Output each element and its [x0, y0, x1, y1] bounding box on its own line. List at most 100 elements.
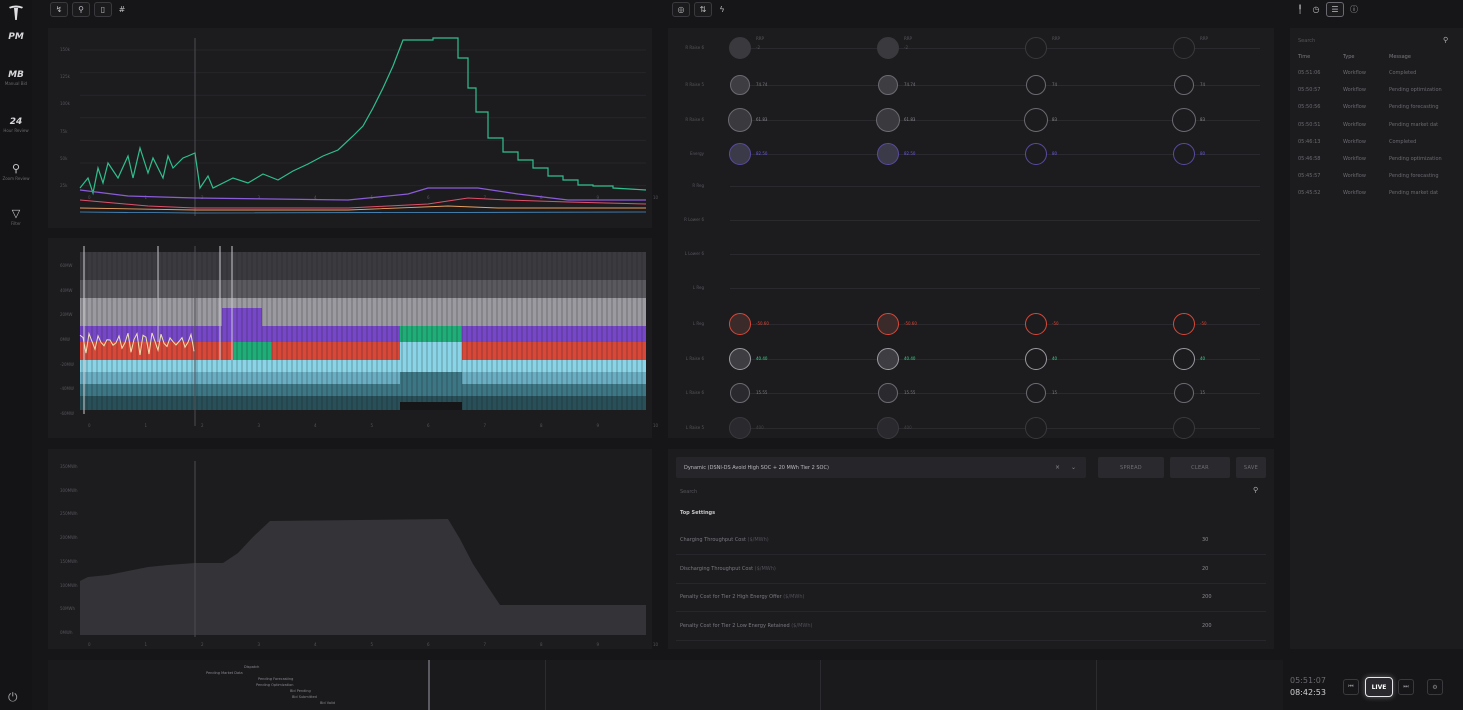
hash-label[interactable]: #	[118, 4, 126, 14]
save-button[interactable]: SAVE	[1236, 457, 1266, 478]
rail-item-hour-review[interactable]: 24 Hour Review	[0, 117, 32, 133]
event-time[interactable]: 05:46:13	[1298, 138, 1321, 145]
chart-tool-pin-button[interactable]: ⚲	[72, 1, 90, 17]
market-dot[interactable]	[1174, 383, 1194, 403]
event-type[interactable]: Workflow	[1343, 104, 1366, 111]
grid-tool-bolt-button[interactable]: ϟ	[716, 5, 728, 14]
timeline-event-label[interactable]: Pending Market Data	[206, 671, 243, 675]
market-dot[interactable]	[1173, 143, 1195, 165]
events-tool-clock-button[interactable]: ◷	[1310, 5, 1322, 14]
clear-button[interactable]: CLEAR	[1170, 457, 1230, 478]
event-time[interactable]: 05:45:57	[1298, 173, 1321, 180]
dispatch-band-green[interactable]	[400, 326, 462, 342]
dispatch-band-cyan[interactable]	[400, 342, 462, 372]
timeline-event-label[interactable]: Bid Pending	[290, 689, 311, 693]
market-dot[interactable]	[1025, 417, 1047, 439]
events-header-message[interactable]: Message	[1389, 54, 1411, 60]
series-line-orange[interactable]	[79, 205, 646, 211]
dispatch-band-teal[interactable]	[400, 372, 462, 386]
dispatch-band-green[interactable]	[234, 342, 272, 360]
timeline-event-label[interactable]: Pending Optimization	[256, 683, 294, 687]
market-dot[interactable]	[877, 348, 899, 370]
event-type[interactable]: Workflow	[1343, 190, 1366, 197]
market-dot[interactable]	[1025, 143, 1047, 165]
market-dot[interactable]	[1172, 108, 1196, 132]
event-time[interactable]: 05:45:52	[1298, 190, 1321, 197]
market-dot[interactable]	[1025, 37, 1047, 59]
series-line-purple[interactable]	[79, 187, 646, 201]
market-dot[interactable]	[1173, 313, 1195, 335]
grid-tool-sort-button[interactable]: ⇅	[694, 1, 712, 17]
event-type[interactable]: Workflow	[1343, 173, 1366, 180]
market-dot[interactable]	[877, 37, 899, 59]
dispatch-band[interactable]	[80, 360, 646, 372]
dispatch-band[interactable]	[80, 384, 646, 396]
timeline-event-label[interactable]: Pending Forecasting	[258, 677, 294, 681]
event-time[interactable]: 05:51:06	[1298, 70, 1321, 76]
dispatch-band[interactable]	[80, 396, 646, 410]
events-tool-flag-button[interactable]: ╿	[1294, 5, 1306, 14]
search-icon[interactable]: ⚲	[1443, 36, 1449, 44]
dispatch-chart-panel[interactable]: 60MW 40MW 20MW 0MW -20MW -40MW -60MW 0 1 2 3 4 5 6 7 8 9…	[48, 238, 658, 438]
market-dot[interactable]	[729, 348, 751, 370]
event-message[interactable]: Pending optimization	[1389, 87, 1442, 94]
grid-column-header[interactable]: RRP	[1200, 36, 1208, 41]
events-header-type[interactable]: Type	[1343, 54, 1355, 60]
grid-column-header[interactable]: RRP	[904, 36, 912, 41]
live-button[interactable]: LIVE	[1365, 677, 1393, 697]
market-dot[interactable]	[1173, 348, 1195, 370]
setting-row[interactable]: Discharging Throughput Cost ($/MWh) 20	[676, 556, 1266, 584]
market-dot[interactable]	[1024, 108, 1048, 132]
dispatch-band[interactable]	[80, 342, 646, 360]
events-tool-info-button[interactable]: ⓘ	[1348, 4, 1360, 15]
market-dot[interactable]	[877, 417, 899, 439]
rail-item-filter[interactable]: ▽ Filter	[0, 207, 32, 226]
brand-logo-icon[interactable]	[7, 4, 25, 22]
search-icon[interactable]: ⚲	[1253, 486, 1259, 494]
grid-column-header[interactable]: RRP	[756, 36, 764, 41]
market-dot[interactable]	[1025, 313, 1047, 335]
market-dot[interactable]	[1174, 75, 1194, 95]
market-dot[interactable]	[1173, 37, 1195, 59]
event-message[interactable]: Pending forecasting	[1389, 173, 1439, 180]
clear-x-icon[interactable]: ×	[1054, 464, 1060, 471]
setting-value-input[interactable]: 200	[1202, 594, 1212, 600]
rail-item-manual-bid[interactable]: MB Manual Bid	[0, 70, 32, 86]
timeline-event-label[interactable]: Dispatch	[244, 665, 260, 669]
event-type[interactable]: Workflow	[1343, 70, 1366, 76]
market-dot[interactable]	[1026, 75, 1046, 95]
market-dot[interactable]	[730, 383, 750, 403]
event-message[interactable]: Pending optimization	[1389, 156, 1442, 162]
event-message[interactable]: Pending market dat	[1389, 190, 1439, 197]
series-line-pink[interactable]	[79, 197, 647, 209]
chevron-down-icon[interactable]: ⌄	[1070, 464, 1076, 471]
setting-row[interactable]: Penalty Cost for Tier 2 High Energy Offe…	[676, 584, 1266, 612]
price-chart-panel[interactable]: 150k 125k 100k 75k 50k 25k 0 1 2 3 4 5 6 7 8 9 10	[48, 28, 658, 228]
playback-settings-button[interactable]: ⚙	[1427, 679, 1443, 695]
event-type[interactable]: Workflow	[1343, 87, 1366, 94]
event-message[interactable]: Pending forecasting	[1389, 104, 1439, 111]
price-overlay-line[interactable]	[79, 331, 195, 355]
market-dot[interactable]	[729, 143, 751, 165]
event-time[interactable]: 05:46:58	[1298, 156, 1321, 162]
chart-tool-trend-button[interactable]: ↯	[50, 1, 68, 17]
market-dot[interactable]	[878, 75, 898, 95]
power-icon[interactable]: ⏻	[8, 690, 18, 704]
dispatch-band[interactable]	[80, 280, 646, 298]
market-dot[interactable]	[1026, 383, 1046, 403]
market-dot[interactable]	[1173, 417, 1195, 439]
market-dot[interactable]	[730, 75, 750, 95]
timeline-cursor[interactable]	[428, 660, 430, 710]
series-line-green[interactable]	[79, 37, 647, 196]
events-search-input[interactable]: Search	[1298, 38, 1316, 44]
setting-value-input[interactable]: 200	[1202, 622, 1212, 629]
dispatch-band[interactable]	[80, 298, 646, 326]
market-dot[interactable]	[877, 143, 899, 165]
dispatch-band[interactable]	[80, 252, 646, 280]
setting-row[interactable]: Penalty Cost for Tier 2 Low Energy Retai…	[676, 613, 1266, 641]
event-message[interactable]: Pending market dat	[1389, 121, 1439, 128]
grid-column-header[interactable]: RRP	[1052, 36, 1060, 41]
market-dot[interactable]	[729, 313, 751, 335]
step-back-button[interactable]: ⏮	[1343, 679, 1359, 695]
dispatch-band[interactable]	[80, 326, 646, 342]
